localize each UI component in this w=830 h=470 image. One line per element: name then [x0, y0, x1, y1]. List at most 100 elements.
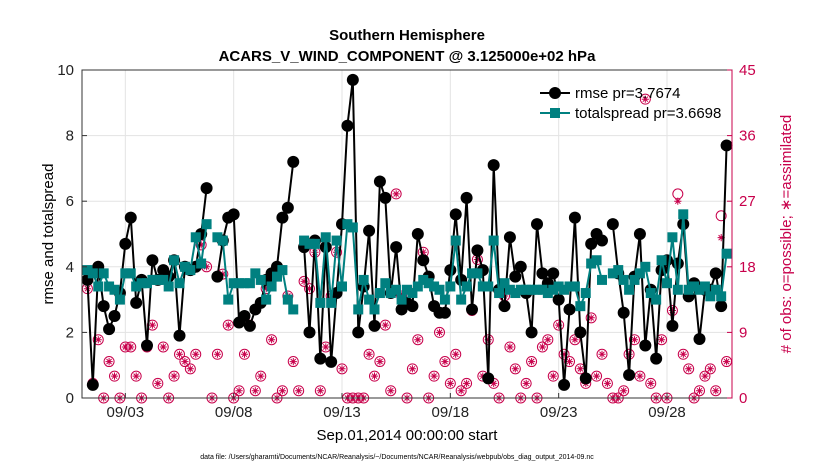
y-tick-label-right: 9 — [739, 324, 747, 341]
spread-point — [304, 238, 315, 249]
obs-possible-point — [591, 370, 603, 382]
rmse-point — [417, 254, 430, 267]
spread-point — [163, 281, 174, 292]
rmse-point — [498, 300, 511, 313]
rmse-point — [130, 296, 143, 309]
obs-assimilated-point — [636, 372, 644, 380]
obs-assimilated-point — [528, 358, 536, 366]
spread-point — [651, 294, 662, 305]
obs-assimilated-point — [452, 350, 460, 358]
rmse-point — [438, 306, 451, 319]
obs-assimilated-point — [701, 372, 709, 380]
obs-possible-point — [168, 370, 180, 382]
obs-possible-point — [434, 326, 445, 338]
spread-point — [580, 288, 591, 299]
obs-assimilated-point — [484, 336, 492, 344]
spread-point — [169, 255, 180, 266]
rmse-point — [585, 237, 598, 250]
obs-possible-point — [336, 363, 348, 375]
spread-point — [299, 235, 310, 246]
x-axis-label: Sep.01,2014 00:00:00 start — [317, 427, 499, 444]
spread-point — [532, 284, 542, 295]
rmse-point — [103, 323, 116, 336]
spread-point — [694, 284, 705, 295]
rmse-point — [281, 201, 294, 214]
rmse-point — [531, 218, 543, 231]
obs-assimilated-point — [723, 358, 731, 366]
rmse-point — [471, 244, 484, 257]
rmse-point — [276, 211, 289, 224]
obs-assimilated-point — [463, 379, 471, 387]
obs-assimilated-point — [268, 336, 276, 344]
y-tick-label-right: 0 — [739, 390, 747, 407]
spread-point — [461, 281, 472, 292]
obs-assimilated-point — [511, 365, 519, 373]
rmse-point — [108, 310, 121, 322]
y-tick-label-right: 18 — [739, 259, 756, 276]
obs-possible-point — [157, 341, 169, 353]
obs-assimilated-point — [154, 379, 162, 387]
spread-point — [423, 278, 434, 289]
obs-assimilated-point — [235, 387, 243, 395]
spread-point — [374, 288, 385, 299]
spread-point — [391, 284, 402, 295]
obs-assimilated-point — [435, 328, 444, 336]
obs-possible-point — [406, 363, 418, 375]
obs-possible-point — [585, 312, 597, 324]
obs-possible-point — [509, 363, 521, 375]
spread-point — [331, 235, 342, 246]
spread-point — [120, 268, 131, 279]
obs-possible-point — [629, 334, 640, 346]
obs-assimilated-point — [538, 343, 546, 351]
spread-point — [542, 288, 553, 299]
obs-possible-point — [314, 385, 326, 397]
spread-point — [369, 304, 380, 315]
spread-point — [678, 209, 689, 220]
legend-rmse-marker — [549, 87, 561, 99]
spread-point — [548, 284, 559, 295]
obs-possible-point — [526, 356, 538, 368]
obs-assimilated-point — [408, 365, 416, 373]
spread-point — [699, 281, 710, 292]
spread-point — [282, 294, 293, 305]
obs-possible-point — [428, 370, 440, 382]
obs-possible-point — [109, 370, 120, 382]
obs-assimilated-point — [365, 350, 373, 358]
obs-assimilated-point — [132, 372, 140, 380]
spread-point — [136, 278, 147, 289]
obs-assimilated-point — [186, 365, 194, 373]
rmse-point — [460, 191, 473, 204]
rmse-point — [341, 119, 354, 132]
obs-possible-point — [639, 93, 651, 105]
spread-point — [320, 232, 331, 243]
y-tick-label: 8 — [66, 128, 74, 145]
rmse-point — [325, 355, 338, 368]
spread-point — [618, 274, 629, 285]
rmse-point — [444, 264, 457, 277]
spread-point — [272, 271, 282, 282]
obs-possible-point — [677, 348, 689, 360]
obs-assimilated-point — [181, 358, 189, 366]
x-tick-label: 09/23 — [540, 404, 578, 421]
obs-assimilated-point — [441, 358, 449, 366]
obs-possible-point — [547, 370, 559, 382]
rmse-point — [466, 303, 478, 316]
rmse-point — [666, 319, 679, 332]
rmse-point — [558, 378, 571, 391]
obs-possible-point — [596, 348, 608, 360]
spread-point — [196, 258, 207, 269]
spread-point — [456, 294, 467, 305]
spread-point — [114, 294, 125, 305]
spread-point — [212, 232, 223, 243]
rmse-point — [379, 191, 392, 204]
spread-point — [591, 255, 602, 266]
spread-point — [526, 284, 537, 295]
x-tick-label: 09/03 — [107, 404, 145, 421]
obs-assimilated-point — [370, 372, 379, 380]
rmse-point — [482, 372, 495, 385]
obs-possible-point — [222, 319, 234, 331]
spread-point — [640, 261, 651, 272]
obs-possible-point — [645, 377, 657, 389]
obs-assimilated-point — [658, 336, 666, 344]
